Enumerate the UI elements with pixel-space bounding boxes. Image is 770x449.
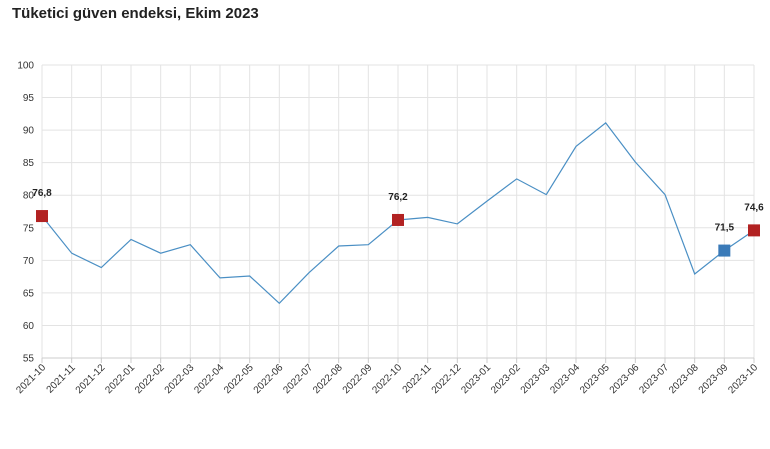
x-tick-label: 2021-10: [14, 362, 48, 396]
x-tick-label: 2023-04: [548, 362, 582, 396]
chart-title: Tüketici güven endeksi, Ekim 2023: [12, 5, 259, 22]
x-tick-label: 2022-12: [430, 362, 464, 396]
x-tick-label: 2023-10: [726, 362, 760, 396]
highlight-marker: [36, 210, 48, 223]
data-label: 74,6: [744, 202, 764, 213]
x-tick-label: 2023-08: [667, 362, 701, 396]
y-tick-label: 100: [17, 61, 34, 72]
x-tick-label: 2023-07: [637, 362, 671, 396]
x-tick-label: 2022-07: [281, 362, 315, 396]
highlight-marker: [392, 213, 404, 226]
x-tick-label: 2022-04: [192, 362, 226, 396]
x-tick-label: 2023-05: [578, 362, 612, 396]
x-tick-label: 2023-03: [519, 362, 553, 396]
data-label: 76,8: [32, 188, 52, 199]
x-tick-label: 2023-06: [608, 362, 642, 396]
highlight-marker: [748, 224, 760, 237]
x-tick-label: 2023-09: [697, 362, 731, 396]
y-tick-label: 75: [23, 223, 35, 234]
x-tick-label: 2022-09: [341, 362, 375, 396]
y-tick-label: 70: [23, 256, 35, 267]
y-tick-label: 95: [23, 93, 35, 104]
x-tick-label: 2022-11: [401, 362, 435, 396]
y-tick-label: 55: [23, 354, 35, 365]
x-tick-label: 2023-01: [459, 362, 493, 396]
highlight-marker: [718, 244, 731, 257]
x-tick-label: 2022-10: [370, 362, 404, 396]
data-label: 71,5: [715, 223, 735, 234]
x-tick-label: 2022-05: [222, 362, 256, 396]
x-tick-label: 2023-02: [489, 362, 523, 396]
x-tick-label: 2022-01: [103, 362, 137, 396]
y-tick-label: 65: [23, 288, 35, 299]
grid-layer: [41, 64, 755, 359]
x-tick-label: 2021-11: [45, 362, 79, 396]
y-tick-label: 60: [23, 321, 35, 332]
highlight-layer: 76,8 76,2 71,5 74,6: [32, 188, 764, 257]
x-tick-label: 2022-03: [163, 362, 197, 396]
data-label: 76,2: [388, 192, 408, 203]
y-tick-label: 85: [23, 158, 35, 169]
y-tick-label: 80: [23, 191, 35, 202]
x-tick-label: 2022-08: [311, 362, 345, 396]
x-tick-label: 2021-12: [74, 362, 108, 396]
x-tick-label: 2022-02: [133, 362, 167, 396]
y-tick-label: 90: [23, 126, 35, 137]
x-tick-label: 2022-06: [252, 362, 286, 396]
